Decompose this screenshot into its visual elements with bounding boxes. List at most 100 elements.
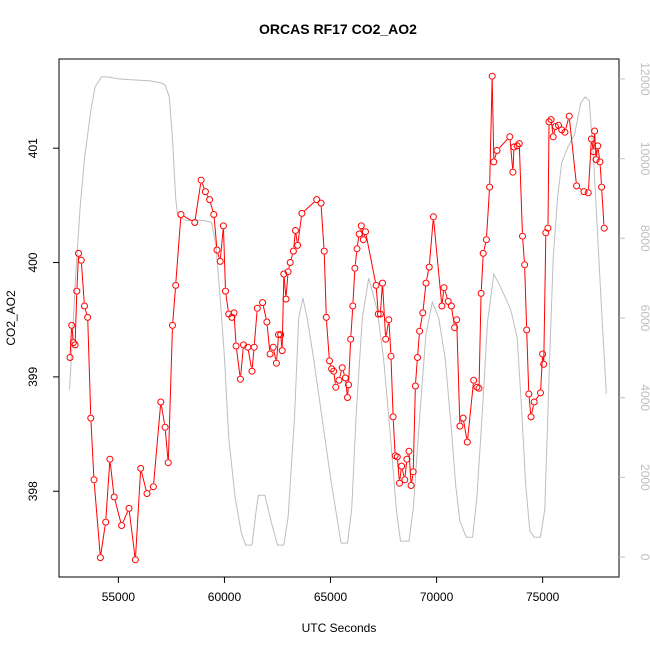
- primary-series-segment: [262, 305, 267, 319]
- data-point: [347, 335, 355, 343]
- data-point: [513, 142, 521, 150]
- primary-series-segment: [553, 129, 556, 134]
- data-point: [313, 196, 321, 204]
- primary-series-segment: [323, 254, 327, 314]
- primary-series-segment: [339, 371, 342, 377]
- data-point: [598, 183, 606, 191]
- primary-series-segment: [93, 483, 101, 555]
- data-point: [488, 72, 496, 80]
- primary-series-segment: [273, 350, 277, 360]
- data-point: [540, 360, 548, 368]
- data-point: [376, 310, 384, 318]
- secondary-series-line: [69, 76, 607, 546]
- data-point: [157, 398, 165, 406]
- data-point: [230, 309, 238, 317]
- primary-series-segment: [463, 421, 468, 439]
- data-point: [275, 331, 282, 339]
- y-axis-right: 0 2000 4000 6000 8000 10000 12000: [619, 62, 650, 561]
- primary-series-segment: [304, 201, 315, 212]
- primary-series-segment: [76, 256, 79, 288]
- x-tick-label: 75000: [526, 590, 560, 604]
- primary-series-segment: [172, 288, 176, 322]
- data-point: [169, 321, 176, 329]
- primary-series-segment: [579, 187, 582, 190]
- data-point: [389, 413, 397, 421]
- data-point: [77, 256, 85, 264]
- data-point: [407, 482, 415, 489]
- primary-series-segment: [84, 309, 88, 315]
- primary-series-segment: [412, 389, 416, 469]
- data-point: [515, 140, 523, 148]
- data-point: [544, 224, 552, 232]
- data-point: [549, 133, 557, 141]
- primary-series-segment: [441, 291, 445, 303]
- data-point: [561, 128, 569, 136]
- data-point: [482, 236, 490, 244]
- primary-series-segment: [426, 270, 429, 280]
- data-point: [580, 188, 588, 196]
- primary-series-segment: [399, 469, 402, 480]
- data-point: [425, 263, 433, 271]
- x-tick-label: 60000: [208, 590, 242, 604]
- data-point: [438, 302, 446, 310]
- primary-series-segment: [597, 149, 600, 159]
- primary-series-segment: [444, 290, 448, 299]
- data-point: [551, 123, 559, 130]
- data-point: [401, 476, 409, 484]
- primary-series-segment: [528, 397, 532, 414]
- primary-series-segment: [354, 252, 358, 265]
- data-point: [405, 447, 413, 455]
- data-point: [530, 398, 538, 406]
- primary-series-segment: [114, 500, 122, 523]
- data-point: [506, 133, 514, 141]
- data-point: [326, 357, 333, 365]
- y-axis-label: CO2_AO2: [4, 290, 18, 346]
- data-point: [547, 116, 555, 124]
- primary-series-segment: [350, 309, 354, 336]
- data-point: [349, 302, 357, 310]
- data-point: [118, 522, 126, 529]
- x-axis: 55000 60000 65000 70000 75000: [102, 577, 560, 604]
- data-point: [493, 147, 501, 154]
- primary-series-segment: [601, 190, 605, 225]
- y2-tick-label: 0: [638, 554, 650, 561]
- x-tick-label: 65000: [314, 590, 348, 604]
- primary-series-segment: [348, 342, 351, 382]
- primary-series-segment: [565, 119, 569, 129]
- data-point: [409, 468, 417, 476]
- data-point: [422, 279, 430, 287]
- primary-series-segment: [433, 220, 442, 303]
- secondary-series: [69, 76, 607, 546]
- primary-series-segment: [522, 239, 525, 262]
- primary-series-segment: [551, 123, 554, 134]
- primary-series-segment: [547, 125, 550, 225]
- primary-series-segment: [280, 338, 283, 348]
- data-point: [259, 299, 267, 307]
- data-point: [75, 249, 82, 257]
- data-point: [253, 304, 261, 312]
- primary-series-segment: [526, 333, 530, 391]
- data-point: [172, 281, 180, 289]
- primary-series-segment: [281, 277, 285, 348]
- data-point: [545, 118, 553, 126]
- y2-tick-label: 4000: [638, 384, 650, 411]
- data-point: [510, 143, 518, 151]
- data-point: [403, 455, 411, 463]
- primary-series-segment: [404, 462, 407, 477]
- data-point: [292, 227, 299, 234]
- data-point: [213, 246, 221, 254]
- primary-series-segment: [591, 142, 594, 149]
- data-point: [330, 367, 338, 375]
- data-point: [353, 245, 361, 253]
- data-point: [143, 490, 151, 497]
- data-point: [537, 389, 544, 397]
- y-axis-left: 398 399 400 401: [26, 138, 59, 501]
- data-point: [284, 268, 292, 276]
- data-point: [521, 261, 529, 269]
- y-tick-label: 401: [26, 138, 40, 158]
- primary-series-segment: [122, 511, 129, 523]
- data-point: [328, 365, 336, 373]
- data-point: [216, 257, 224, 265]
- data-point: [470, 376, 478, 384]
